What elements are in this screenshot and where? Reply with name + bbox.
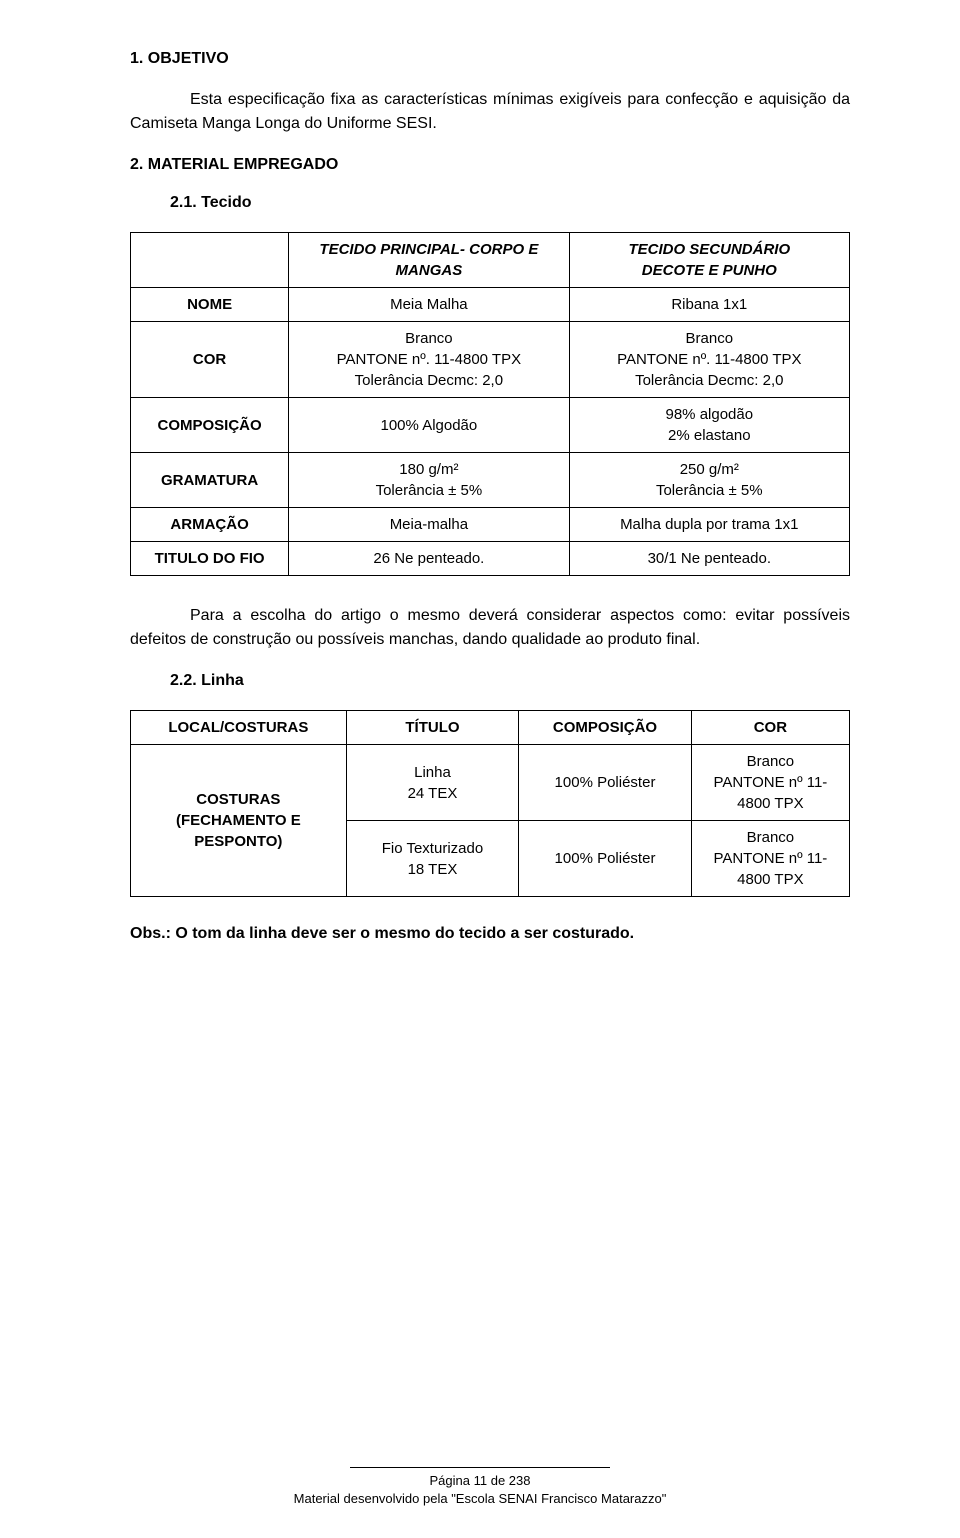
table-cell: Meia Malha: [289, 288, 569, 322]
cell-text: DECOTE E PUNHO: [642, 262, 777, 279]
table-cell: BrancoPANTONE nº. 11-4800 TPXTolerância …: [289, 322, 569, 398]
table-cell: Meia-malha: [289, 508, 569, 542]
table-cell: BrancoPANTONE nº 11-4800 TPX: [691, 745, 849, 821]
table-cell: TECIDO SECUNDÁRIO DECOTE E PUNHO: [569, 233, 849, 288]
cell-text: TECIDO SECUNDÁRIO: [628, 241, 790, 258]
table-cell: GRAMATURA: [131, 453, 289, 508]
table-header-cell: COMPOSIÇÃO: [519, 711, 692, 745]
table-row: LOCAL/COSTURAS TÍTULO COMPOSIÇÃO COR: [131, 711, 850, 745]
table-cell: 100% Poliéster: [519, 745, 692, 821]
table-cell: NOME: [131, 288, 289, 322]
table-cell: BrancoPANTONE nº. 11-4800 TPXTolerância …: [569, 322, 849, 398]
tecido-table: TECIDO PRINCIPAL- CORPO E MANGAS TECIDO …: [130, 232, 850, 576]
section-1-heading: 1. OBJETIVO: [130, 50, 850, 68]
section-2-1-heading: 2.1. Tecido: [170, 194, 850, 212]
table-header-cell: TÍTULO: [346, 711, 519, 745]
table-cell: COMPOSIÇÃO: [131, 398, 289, 453]
linha-table: LOCAL/COSTURAS TÍTULO COMPOSIÇÃO COR COS…: [130, 710, 850, 897]
table-cell: 30/1 Ne penteado.: [569, 542, 849, 576]
footer-attribution: Material desenvolvido pela "Escola SENAI…: [0, 1490, 960, 1508]
obs-note: Obs.: O tom da linha deve ser o mesmo do…: [130, 925, 850, 943]
table-cell: 26 Ne penteado.: [289, 542, 569, 576]
table-row: COSTURAS (FECHAMENTO E PESPONTO) Linha24…: [131, 745, 850, 821]
table-row: COR BrancoPANTONE nº. 11-4800 TPXTolerân…: [131, 322, 850, 398]
table-cell: 250 g/m²Tolerância ± 5%: [569, 453, 849, 508]
table-cell: Malha dupla por trama 1x1: [569, 508, 849, 542]
table-row: NOME Meia Malha Ribana 1x1: [131, 288, 850, 322]
footer-page-number: Página 11 de 238: [0, 1472, 960, 1490]
table-header-cell: COR: [691, 711, 849, 745]
table-cell: TITULO DO FIO: [131, 542, 289, 576]
table-cell: 100% Algodão: [289, 398, 569, 453]
section-2-2-heading: 2.2. Linha: [170, 672, 850, 690]
table-cell: Ribana 1x1: [569, 288, 849, 322]
table-header-cell: LOCAL/COSTURAS: [131, 711, 347, 745]
table-cell: Linha24 TEX: [346, 745, 519, 821]
table-row: COMPOSIÇÃO 100% Algodão 98% algodão2% el…: [131, 398, 850, 453]
table-row: TECIDO PRINCIPAL- CORPO E MANGAS TECIDO …: [131, 233, 850, 288]
table-cell: ARMAÇÃO: [131, 508, 289, 542]
table-row: GRAMATURA 180 g/m²Tolerância ± 5% 250 g/…: [131, 453, 850, 508]
section-2-heading: 2. MATERIAL EMPREGADO: [130, 156, 850, 174]
table-cell: 98% algodão2% elastano: [569, 398, 849, 453]
table-cell: COSTURAS (FECHAMENTO E PESPONTO): [131, 745, 347, 897]
after-table1-paragraph: Para a escolha do artigo o mesmo deverá …: [130, 604, 850, 652]
table-cell: [131, 233, 289, 288]
section-1-body: Esta especificação fixa as característic…: [130, 88, 850, 136]
page-footer: Página 11 de 238 Material desenvolvido p…: [0, 1467, 960, 1508]
table-cell: 180 g/m²Tolerância ± 5%: [289, 453, 569, 508]
table-cell: BrancoPANTONE nº 11-4800 TPX: [691, 821, 849, 897]
cell-text: TECIDO PRINCIPAL-: [319, 241, 469, 258]
footer-rule: [350, 1467, 610, 1468]
table-cell: Fio Texturizado18 TEX: [346, 821, 519, 897]
table-row: TITULO DO FIO 26 Ne penteado. 30/1 Ne pe…: [131, 542, 850, 576]
table-cell: COR: [131, 322, 289, 398]
table-row: ARMAÇÃO Meia-malha Malha dupla por trama…: [131, 508, 850, 542]
table-cell: TECIDO PRINCIPAL- CORPO E MANGAS: [289, 233, 569, 288]
table-cell: 100% Poliéster: [519, 821, 692, 897]
